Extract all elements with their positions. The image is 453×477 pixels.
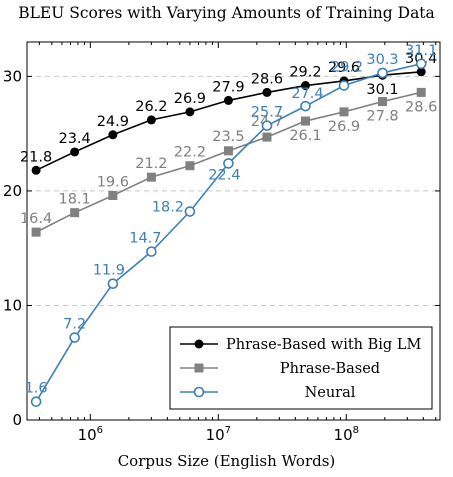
data-point	[70, 208, 80, 218]
data-label: 19.6	[97, 174, 129, 190]
data-label: 22.2	[174, 145, 206, 161]
data-label: 27.8	[366, 109, 398, 125]
y-tick-label: 0	[12, 411, 22, 429]
data-point	[185, 161, 195, 171]
data-label: 26.9	[328, 119, 360, 135]
x-tick-exponent: 8	[353, 425, 359, 436]
legend-label: Phrase-Based	[280, 361, 380, 377]
data-label: 24.9	[97, 114, 129, 130]
legend-swatch-marker	[194, 339, 204, 349]
data-point	[377, 67, 388, 79]
data-label: 30.1	[366, 82, 398, 98]
data-label: 26.1	[289, 128, 321, 144]
data-label: 29.2	[289, 65, 321, 81]
x-tick-base: 10	[78, 426, 97, 444]
data-point	[70, 147, 80, 157]
x-tick-label: 108	[334, 425, 359, 444]
y-tick-label: 30	[3, 67, 22, 85]
data-label: 26.9	[174, 91, 206, 107]
x-tick-label: 107	[206, 425, 231, 444]
x-tick-exponent: 7	[225, 425, 231, 436]
data-point	[69, 332, 80, 343]
data-point	[415, 58, 427, 70]
data-label: 1.6	[25, 381, 48, 397]
data-point	[300, 100, 311, 112]
data-label: 31.1	[405, 43, 437, 59]
data-point	[378, 97, 388, 107]
data-point	[261, 120, 273, 131]
data-label: 29.6	[328, 60, 360, 76]
data-label: 21.2	[135, 156, 167, 172]
legend-label: Phrase-Based with Big LM	[226, 337, 421, 353]
x-tick-base: 10	[334, 426, 353, 444]
data-label: 27.9	[212, 79, 244, 95]
data-point	[108, 190, 118, 200]
legend-swatch-marker	[194, 363, 204, 373]
data-label: 28.6	[405, 99, 437, 115]
y-tick-label: 10	[3, 296, 22, 314]
data-label: 30.3	[366, 52, 398, 68]
legend-label: Neural	[305, 385, 356, 401]
y-tick-label: 20	[3, 182, 22, 200]
data-label: 23.5	[212, 129, 244, 145]
data-label: 28.6	[251, 71, 283, 87]
data-point	[223, 95, 233, 105]
data-point	[185, 107, 195, 117]
data-label: 11.9	[93, 263, 125, 279]
data-point	[31, 165, 41, 175]
data-label: 14.7	[129, 231, 161, 247]
data-label: 27.4	[291, 86, 323, 102]
data-point	[416, 67, 426, 77]
data-point	[146, 172, 156, 182]
legend-swatch-marker	[193, 386, 205, 398]
data-label: 16.4	[20, 211, 52, 227]
data-point	[339, 107, 349, 117]
x-axis-label: Corpus Size (English Words)	[117, 452, 336, 470]
data-point	[31, 227, 41, 237]
data-label: 22.4	[208, 167, 240, 183]
data-point	[338, 80, 350, 91]
x-tick-base: 10	[206, 426, 225, 444]
chart-title: BLEU Scores with Varying Amounts of Trai…	[18, 4, 435, 22]
data-point	[107, 278, 119, 289]
data-point	[300, 116, 310, 126]
data-point	[262, 87, 272, 97]
data-point	[108, 130, 118, 140]
data-point	[416, 87, 426, 97]
data-label: 21.8	[20, 149, 52, 165]
data-point	[223, 146, 233, 156]
x-tick-exponent: 6	[97, 425, 103, 436]
data-point	[146, 115, 156, 125]
data-label: 7.2	[63, 317, 86, 333]
data-point	[184, 206, 196, 217]
data-label: 25.7	[251, 105, 283, 121]
data-label: 29.2	[331, 60, 363, 76]
data-point	[300, 81, 310, 91]
data-label: 23.4	[58, 131, 90, 147]
x-tick-label: 106	[78, 425, 103, 444]
data-point	[146, 246, 157, 257]
data-point	[262, 132, 272, 142]
data-label: 18.2	[152, 200, 184, 216]
data-point	[30, 396, 42, 407]
data-label: 26.2	[135, 99, 167, 115]
data-label: 18.1	[58, 192, 90, 208]
axes-frame	[26, 41, 441, 421]
data-point	[223, 158, 234, 169]
